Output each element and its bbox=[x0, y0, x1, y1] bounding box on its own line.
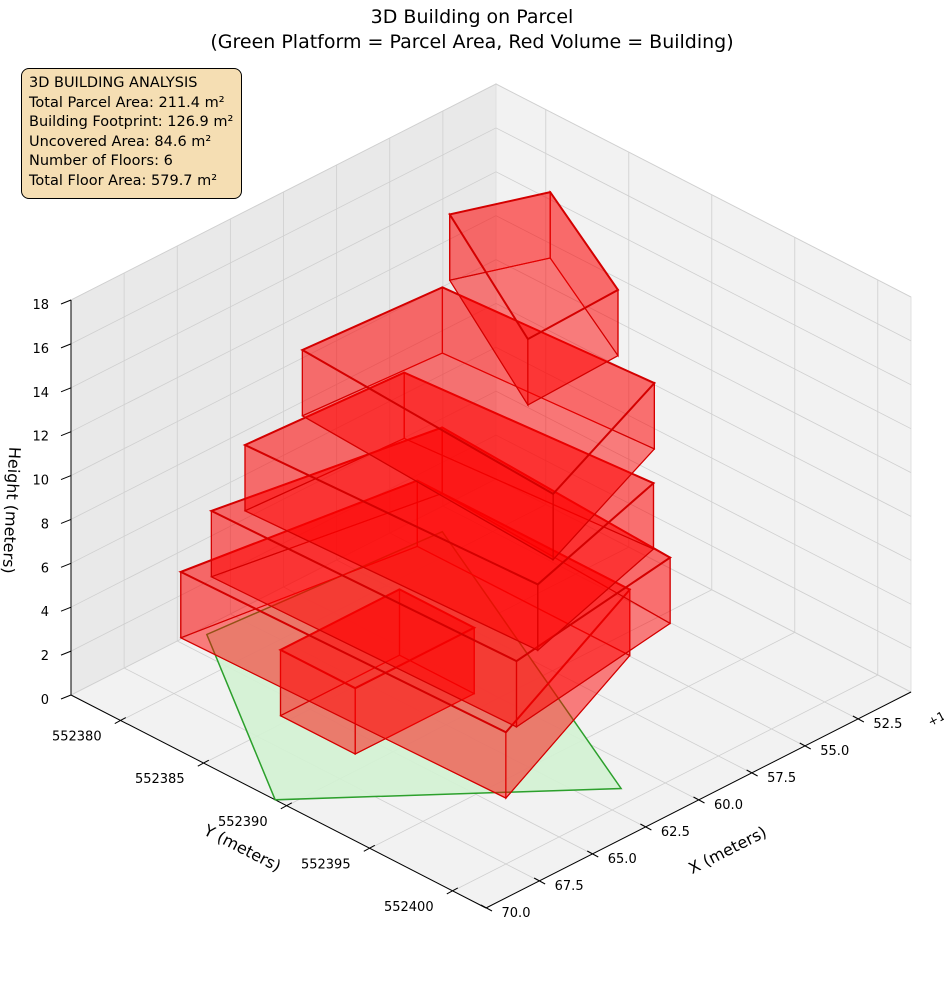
floor-5-base bbox=[301, 352, 656, 561]
x-tick-0 bbox=[852, 715, 865, 723]
x-tick-label-4: 62.5 bbox=[661, 825, 690, 840]
z-tick-label-9: 18 bbox=[32, 298, 49, 313]
grid-y-floor-4 bbox=[452, 674, 878, 892]
info-line-floor-area: Total Floor Area: 579.7 m² bbox=[29, 172, 218, 189]
x-tick-label-3: 60.0 bbox=[714, 798, 743, 813]
x-tick-label-0: 52.5 bbox=[873, 717, 902, 732]
z-tick-label-6: 12 bbox=[32, 430, 49, 445]
floor-1-roof bbox=[278, 588, 477, 690]
grid-z-5 bbox=[70, 259, 912, 476]
x-tick-2 bbox=[746, 769, 758, 777]
z-tick-6 bbox=[60, 431, 72, 437]
chart-title-line-2: (Green Platform = Parcel Area, Red Volum… bbox=[210, 31, 734, 53]
x-tick-6 bbox=[533, 877, 546, 885]
z-tick-1 bbox=[60, 650, 72, 656]
x-tick-4 bbox=[640, 823, 652, 831]
z-tick-0 bbox=[60, 694, 72, 700]
grid-z-8 bbox=[70, 127, 912, 345]
chart-title-line-1: 3D Building on Parcel bbox=[370, 6, 574, 28]
y-tick-3 bbox=[363, 844, 376, 852]
x-tick-label-2: 57.5 bbox=[767, 771, 796, 786]
y-axis-line bbox=[70, 694, 487, 909]
z-tick-9 bbox=[60, 299, 72, 305]
y-tick-label-1: 552385 bbox=[135, 772, 185, 787]
grid-z-3 bbox=[70, 346, 912, 564]
y-tick-4 bbox=[446, 887, 459, 895]
floor-4 bbox=[242, 371, 656, 652]
z-tick-label-1: 2 bbox=[41, 649, 49, 664]
x-tick-label-5: 65.0 bbox=[608, 852, 637, 867]
floor-6 bbox=[448, 190, 620, 408]
x-axis-label: X (meters) bbox=[685, 822, 769, 878]
grid-z-1 bbox=[70, 434, 912, 652]
z-tick-5 bbox=[60, 475, 72, 481]
x-tick-label-6: 67.5 bbox=[555, 879, 584, 894]
floor-5-roof bbox=[300, 286, 657, 496]
y-tick-label-2: 552390 bbox=[218, 815, 268, 830]
z-tick-2 bbox=[60, 606, 72, 612]
z-tick-label-3: 6 bbox=[41, 561, 49, 576]
floor-6-roof bbox=[448, 190, 620, 341]
y-tick-label-0: 552380 bbox=[52, 730, 102, 745]
z-tick-label-5: 10 bbox=[32, 474, 49, 489]
x-tick-label-1: 55.0 bbox=[820, 744, 849, 759]
z-tick-label-2: 4 bbox=[41, 605, 49, 620]
floor-5 bbox=[300, 286, 657, 562]
z-tick-label-4: 8 bbox=[41, 517, 49, 532]
x-tick-5 bbox=[587, 850, 599, 858]
floor-6-base bbox=[448, 257, 619, 406]
x-tick-label-7: 70.0 bbox=[502, 906, 531, 921]
z-tick-4 bbox=[60, 518, 72, 524]
grid-z-9 bbox=[70, 83, 912, 301]
info-line-heading: 3D BUILDING ANALYSIS bbox=[29, 75, 198, 91]
z-tick-label-7: 14 bbox=[32, 386, 49, 401]
floor-4-base bbox=[243, 437, 655, 651]
z-tick-7 bbox=[60, 387, 72, 393]
z-axis-label: Height (meters) bbox=[0, 446, 24, 574]
y-tick-label-4: 552400 bbox=[384, 900, 434, 915]
info-line-parcel-area: Total Parcel Area: 211.4 m² bbox=[29, 94, 225, 111]
floor-3-roof bbox=[208, 426, 672, 663]
building-geometry bbox=[178, 190, 672, 801]
floor-4-roof bbox=[242, 371, 656, 586]
floor-1-base bbox=[279, 654, 476, 755]
z-tick-3 bbox=[60, 562, 72, 568]
grid-z-6 bbox=[70, 215, 912, 433]
x-tick-1 bbox=[799, 742, 811, 750]
grid-z-7 bbox=[70, 171, 912, 389]
x-offset-label: +1.916e5 bbox=[926, 690, 944, 729]
analysis-info-box: 3D BUILDING ANALYSIS Total Parcel Area: … bbox=[21, 68, 243, 199]
grid-z-4 bbox=[70, 302, 912, 520]
floor-3-base bbox=[210, 492, 672, 728]
info-line-uncovered: Uncovered Area: 84.6 m² bbox=[29, 133, 212, 150]
grid-z-2 bbox=[70, 390, 912, 608]
y-tick-0 bbox=[114, 717, 127, 724]
x-tick-3 bbox=[693, 796, 705, 804]
info-line-floors: Number of Floors: 6 bbox=[29, 153, 173, 170]
y-tick-label-3: 552395 bbox=[301, 857, 351, 872]
info-line-footprint: Building Footprint: 126.9 m² bbox=[29, 114, 234, 131]
z-tick-label-8: 16 bbox=[32, 342, 49, 357]
x-tick-7 bbox=[480, 904, 493, 912]
z-tick-label-0: 0 bbox=[41, 693, 49, 708]
z-tick-8 bbox=[60, 343, 72, 349]
floor-1 bbox=[278, 588, 477, 755]
parcel-platform bbox=[205, 530, 623, 801]
y-tick-2 bbox=[280, 802, 293, 810]
floor-3 bbox=[208, 426, 672, 729]
y-tick-1 bbox=[197, 759, 210, 767]
